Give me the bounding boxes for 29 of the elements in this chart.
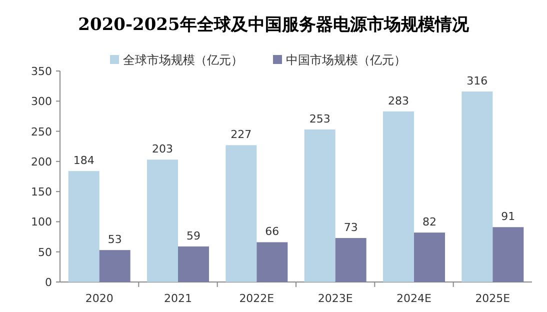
ytick: 250 (31, 125, 52, 138)
data-label: 253 (309, 112, 330, 126)
xtick: 2020 (85, 292, 114, 305)
title: 2020-2025年全球及中国服务器电源市场规模情况 (78, 15, 469, 35)
data-label: 59 (186, 229, 200, 242)
data-label: 283 (388, 94, 409, 108)
ytick: 100 (31, 216, 52, 229)
legend: 中国市场规模（亿元） (286, 53, 406, 67)
data-label: 53 (108, 233, 122, 246)
data-label: 203 (152, 142, 173, 156)
ytick: 150 (31, 186, 52, 199)
legend: 全球市场规模（亿元） (123, 53, 243, 67)
xtick: 2024E (396, 292, 432, 305)
data-label: 316 (466, 74, 488, 88)
xtick: 2022E (239, 292, 274, 305)
xtick: 2023E (318, 292, 353, 305)
ytick: 200 (31, 155, 52, 168)
xtick: 2021 (164, 292, 192, 305)
data-label: 82 (422, 216, 436, 229)
ytick: 350 (31, 65, 52, 78)
data-label: 66 (265, 225, 280, 238)
ytick: 0 (45, 276, 52, 289)
data-label: 91 (501, 210, 516, 224)
ytick: 50 (38, 246, 52, 259)
data-label: 227 (230, 128, 252, 142)
xtick: 2025E (475, 292, 510, 305)
data-label: 73 (344, 221, 358, 234)
data-label: 184 (73, 154, 94, 168)
ytick: 300 (31, 95, 52, 108)
